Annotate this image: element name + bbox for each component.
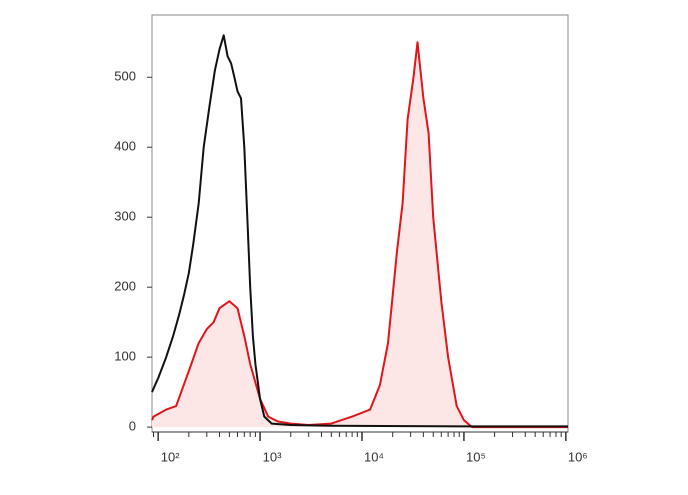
histogram-line <box>151 41 568 429</box>
y-tick-label: 400 <box>114 139 136 154</box>
y-tick-label: 500 <box>114 69 136 84</box>
histogram-line <box>151 34 568 428</box>
x-tick-label: 10³ <box>263 449 282 464</box>
area-fill <box>152 42 568 428</box>
y-tick-label: 200 <box>114 279 136 294</box>
x-tick-label: 10⁴ <box>364 449 384 464</box>
y-tick-label: 100 <box>114 349 136 364</box>
x-tick-label: 10² <box>161 449 180 464</box>
x-tick-label: 10⁵ <box>466 449 486 464</box>
y-tick-label: 0 <box>129 419 136 434</box>
y-tick-label: 300 <box>114 209 136 224</box>
x-tick-label: 10⁶ <box>568 449 588 464</box>
